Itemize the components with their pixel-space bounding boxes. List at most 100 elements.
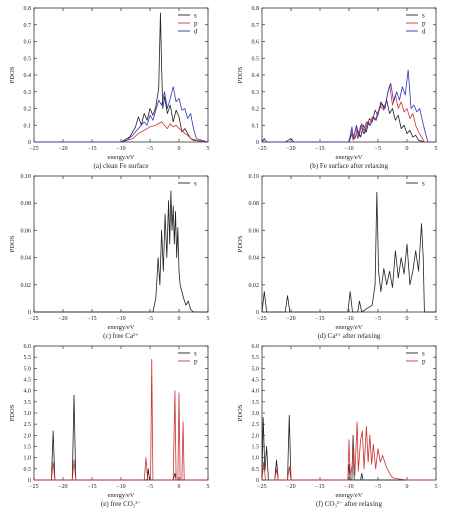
series-line-s — [261, 99, 436, 143]
x-tick-label: −20 — [58, 484, 67, 490]
series-line-s — [34, 12, 209, 143]
legend-label-s: s — [194, 180, 197, 188]
series-line-p — [34, 121, 209, 143]
y-tick-label: 0.5 — [252, 467, 260, 473]
y-tick-label: 0.06 — [249, 228, 260, 234]
plot-frame — [261, 7, 437, 143]
y-tick-label: 0.5 — [24, 467, 32, 473]
legend-label-p: p — [194, 358, 198, 366]
y-tick-label: 0.1 — [24, 123, 32, 129]
x-tick-label: −5 — [375, 484, 381, 490]
y-tick-label: 0.4 — [252, 73, 260, 79]
y-axis-label: PDOS — [237, 235, 244, 252]
x-tick-label: −5 — [147, 316, 153, 322]
x-tick-label: −20 — [286, 316, 295, 322]
x-tick-label: −5 — [375, 146, 381, 152]
y-tick-label: 0.3 — [252, 90, 260, 96]
y-tick-label: 3.5 — [252, 400, 260, 406]
y-tick-label: 3.5 — [24, 400, 32, 406]
chart-b: −25 −20 −15 −10 −5 0 5 0 0.1 0.2 0.3 0.4 0.5 0.6 0.7 0.… — [237, 6, 438, 170]
y-tick-label: 2.5 — [24, 422, 32, 428]
series-line-p — [262, 84, 436, 143]
x-tick-label: 5 — [435, 316, 438, 322]
y-tick-label: 0.7 — [252, 23, 260, 29]
x-tick-label: 5 — [435, 484, 438, 490]
y-tick-label: 0.4 — [24, 73, 32, 79]
x-tick-label: −20 — [58, 146, 67, 152]
x-tick-label: −25 — [257, 146, 266, 152]
y-tick-label: 4.5 — [252, 378, 260, 384]
series-line-p — [261, 421, 436, 481]
legend-label-s: s — [422, 350, 425, 358]
y-tick-label: 1.5 — [252, 445, 260, 451]
y-tick-label: 5.5 — [252, 355, 260, 361]
y-tick-label: 3.0 — [24, 411, 32, 417]
chart-caption: (b) Fe surface after relaxing — [310, 162, 389, 170]
y-tick-label: 0 — [256, 140, 259, 146]
x-tick-label: −15 — [315, 484, 324, 490]
chart-caption: (c) free Ca²⁺ — [103, 332, 139, 340]
y-tick-label: 0.06 — [21, 228, 32, 234]
x-tick-label: −10 — [344, 484, 353, 490]
y-tick-label: 0 — [256, 310, 259, 316]
chart-caption: (d) Ca²⁺ after relaxing — [318, 332, 381, 340]
y-tick-label: 0.6 — [24, 40, 32, 46]
series-line-s — [261, 191, 436, 313]
x-tick-label: −25 — [257, 316, 266, 322]
y-tick-label: 0 — [28, 310, 31, 316]
x-tick-label: −5 — [147, 146, 153, 152]
x-tick-label: −20 — [286, 484, 295, 490]
x-axis-label: energy/eV — [336, 324, 363, 331]
x-tick-label: −10 — [116, 146, 125, 152]
y-tick-label: 2.0 — [252, 433, 260, 439]
y-tick-label: 0.2 — [252, 107, 260, 113]
legend-label-s: s — [422, 180, 425, 188]
x-tick-label: −20 — [286, 146, 295, 152]
y-tick-label: 0 — [256, 478, 259, 484]
x-tick-label: −15 — [87, 484, 96, 490]
legend-label-p: p — [422, 20, 426, 28]
y-tick-label: 0.5 — [24, 56, 32, 62]
series-line-d — [262, 69, 436, 143]
chart-caption: (e) free CO₃²⁻ — [101, 500, 141, 508]
x-tick-label: −15 — [315, 316, 324, 322]
x-tick-label: 5 — [207, 484, 210, 490]
y-tick-label: 0.04 — [249, 256, 260, 262]
x-tick-label: −5 — [147, 484, 153, 490]
y-tick-label: 0.10 — [249, 174, 260, 180]
y-tick-label: 4.0 — [252, 389, 260, 395]
legend-label-d: d — [194, 28, 198, 36]
x-tick-label: 5 — [207, 316, 210, 322]
x-tick-label: 0 — [406, 316, 409, 322]
y-tick-label: 0.3 — [24, 90, 32, 96]
chart-caption: (f) CO₃²⁻ after relaxing — [316, 500, 382, 508]
x-tick-label: 0 — [406, 484, 409, 490]
y-tick-label: 0.02 — [21, 283, 32, 289]
legend-label-s: s — [194, 350, 197, 358]
x-tick-label: −10 — [344, 316, 353, 322]
y-tick-label: 0.2 — [24, 107, 32, 113]
x-tick-label: 5 — [207, 146, 210, 152]
y-tick-label: 3.0 — [252, 411, 260, 417]
y-axis-label: PDOS — [9, 404, 16, 421]
y-tick-label: 6.0 — [252, 344, 260, 350]
y-tick-label: 1.0 — [252, 456, 260, 462]
x-tick-label: −25 — [29, 484, 38, 490]
x-tick-label: −25 — [29, 316, 38, 322]
y-tick-label: 0.02 — [249, 283, 260, 289]
x-tick-label: −10 — [116, 484, 125, 490]
x-tick-label: −5 — [375, 316, 381, 322]
x-tick-label: −10 — [116, 316, 125, 322]
x-tick-label: −15 — [315, 146, 324, 152]
legend-label-p: p — [422, 358, 426, 366]
chart-c: −25 −20 −15 −10 −5 0 5 0 0.02 0.04 0.06 0.08 0.10 ene… — [9, 174, 210, 340]
x-tick-label: −15 — [87, 146, 96, 152]
series-line-p — [34, 359, 208, 481]
x-tick-label: 0 — [406, 146, 409, 152]
y-tick-label: 0.7 — [24, 23, 32, 29]
y-tick-label: 0.1 — [252, 123, 260, 129]
y-axis-label: PDOS — [237, 404, 244, 421]
x-tick-label: −25 — [29, 146, 38, 152]
y-tick-label: 0 — [28, 478, 31, 484]
